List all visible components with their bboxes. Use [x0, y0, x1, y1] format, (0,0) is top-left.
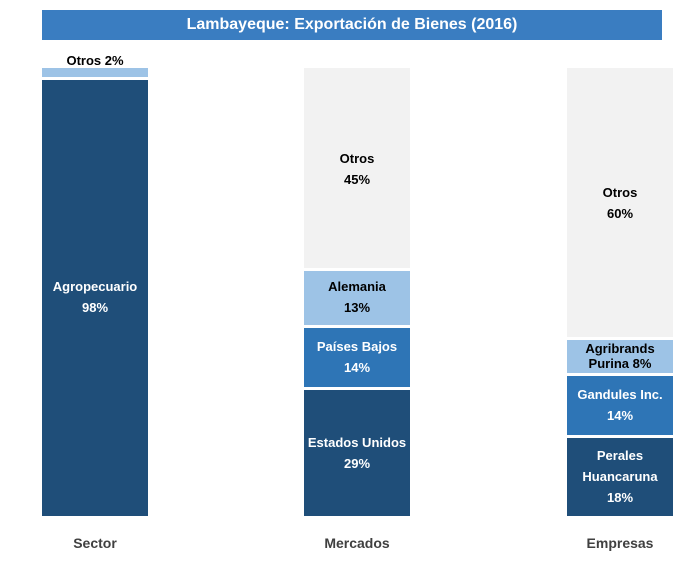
data-label: Otros 60% [567, 182, 673, 224]
value-label: 8% [632, 355, 652, 371]
segment-name: Agribrands Purina [585, 340, 655, 371]
segment-name: Otros [339, 150, 375, 166]
chart-title: Lambayeque: Exportación de Bienes (2016) [42, 10, 662, 40]
segment-name: Alemania [328, 279, 386, 295]
data-label: Agropecuario 98% [42, 276, 148, 318]
value-label: 18% [606, 490, 634, 506]
bar-segment [304, 68, 410, 268]
value-label: 45% [343, 171, 371, 187]
data-label: Estados Unidos 29% [304, 432, 410, 474]
segment-name: Países Bajos [316, 339, 398, 355]
segment-name: Estados Unidos [307, 434, 407, 450]
data-label: Agribrands Purina 8% [567, 341, 673, 371]
x-tick-label: Empresas [586, 535, 654, 551]
data-label: Otros 2% [42, 53, 148, 68]
data-label: Alemania 13% [304, 276, 410, 318]
segment-name: Gandules Inc. [577, 387, 663, 402]
value-label: 14% [606, 408, 634, 423]
data-label: Gandules Inc. 14% [567, 384, 673, 426]
data-label: Otros 45% [304, 148, 410, 190]
bar-segment [304, 387, 410, 516]
bar-segment [42, 68, 148, 77]
segment-name: Otros [66, 53, 102, 68]
segment-name: Perales Huancaruna [582, 448, 658, 485]
x-tick-label: Sector [73, 535, 117, 551]
value-label: 2% [104, 53, 124, 68]
x-tick-label: Mercados [324, 535, 390, 551]
value-label: 29% [343, 455, 371, 471]
bar-segment [42, 76, 148, 516]
value-label: 13% [343, 300, 371, 316]
bar-segment [567, 435, 673, 516]
bar-segment [567, 68, 673, 337]
data-label: Países Bajos 14% [304, 336, 410, 378]
data-label: Perales Huancaruna 18% [567, 445, 673, 508]
segment-name: Otros [602, 185, 638, 201]
bar-segment [304, 267, 410, 326]
value-label: 14% [343, 360, 371, 376]
value-label: 60% [606, 206, 634, 222]
segment-name: Agropecuario [52, 279, 138, 295]
bar-segment [567, 372, 673, 436]
value-label: 98% [81, 300, 109, 316]
bar-segment [567, 336, 673, 373]
bar-segment [304, 325, 410, 388]
